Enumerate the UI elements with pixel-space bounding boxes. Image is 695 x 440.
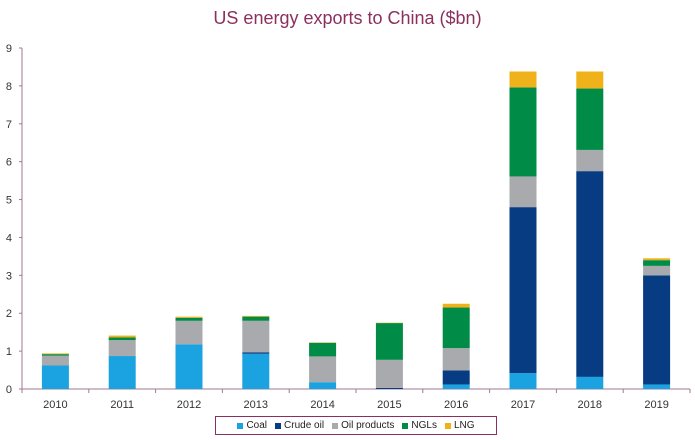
legend-label: Crude oil	[284, 420, 325, 431]
y-tick-label: 2	[6, 308, 12, 320]
bar-segment-oil-products	[41, 355, 69, 366]
bar-segment-oil-products	[442, 348, 470, 371]
legend-label: Oil products	[341, 420, 395, 431]
bar-segment-coal	[242, 353, 270, 389]
legend-item: Oil products	[332, 420, 394, 431]
x-tick-label: 2017	[511, 399, 535, 411]
y-tick-label: 4	[6, 232, 12, 244]
bar-segment-crude-oil	[375, 387, 403, 389]
legend-item: NGLs	[402, 420, 437, 431]
bar-segment-crude-oil	[509, 207, 537, 374]
x-tick-label: 2013	[244, 399, 268, 411]
legend-swatch	[237, 422, 244, 429]
bar-segment-ngls	[309, 342, 337, 357]
bar-segment-oil-products	[643, 265, 671, 276]
legend-label: Coal	[246, 420, 268, 431]
bar-segment-lng	[442, 303, 470, 308]
bar-segment-ngls	[108, 337, 136, 341]
bar-segment-oil-products	[242, 320, 270, 353]
legend-item: Crude oil	[275, 420, 324, 431]
y-tick-label: 6	[6, 157, 12, 169]
y-tick-label: 1	[6, 346, 12, 358]
x-tick-label: 2018	[578, 399, 602, 411]
bar-segment-crude-oil	[576, 171, 604, 377]
bar-segment-coal	[41, 365, 69, 389]
bar-segment-ngls	[442, 307, 470, 349]
bar-segment-lng	[242, 315, 270, 317]
y-tick-label: 9	[6, 43, 12, 55]
bar-segment-oil-products	[509, 176, 537, 208]
legend-item: Coal	[237, 420, 267, 431]
bar-segment-ngls	[242, 316, 270, 321]
bar-segment-oil-products	[108, 340, 136, 357]
bar-segment-oil-products	[175, 320, 203, 345]
bar-segment-ngls	[375, 323, 403, 360]
bar-segment-ngls	[576, 88, 604, 150]
bar-segment-lng	[643, 258, 671, 261]
bar-segment-oil-products	[576, 149, 604, 172]
x-tick-label: 2015	[377, 399, 401, 411]
legend-item: LNG	[444, 420, 475, 431]
bar-segment-lng	[41, 353, 69, 355]
bar-segment-lng	[509, 71, 537, 88]
x-tick-label: 2014	[310, 399, 334, 411]
bar-segment-oil-products	[309, 356, 337, 383]
bar-segment-ngls	[41, 354, 69, 356]
y-tick-label: 8	[6, 81, 12, 93]
bar-segment-coal	[309, 382, 337, 389]
bar-segment-crude-oil	[442, 370, 470, 385]
bar-segment-coal	[576, 376, 604, 389]
bar-segment-coal	[175, 344, 203, 389]
legend-label: LNG	[453, 420, 475, 431]
bar-segment-lng	[108, 335, 136, 338]
bar-segment-coal	[509, 373, 537, 389]
legend-swatch	[275, 422, 282, 429]
x-tick-label: 2011	[110, 399, 134, 411]
chart-title: US energy exports to China ($bn)	[213, 8, 482, 28]
y-tick-label: 7	[6, 119, 12, 131]
bar-segment-lng	[175, 316, 203, 318]
bar-segment-lng	[576, 71, 604, 89]
chart-legend: Coal Crude oil Oil products NGLs LNG	[215, 416, 497, 435]
bar-segment-coal	[108, 356, 136, 389]
y-tick-label: 5	[6, 195, 12, 207]
y-tick-label: 0	[6, 384, 12, 396]
bar-segment-coal	[442, 384, 470, 389]
x-tick-label: 2016	[444, 399, 468, 411]
x-tick-label: 2010	[43, 399, 67, 411]
y-tick-label: 3	[6, 270, 12, 282]
legend-swatch	[444, 422, 451, 429]
bar-segment-coal	[643, 384, 671, 389]
x-tick-label: 2019	[644, 399, 668, 411]
legend-swatch	[332, 422, 339, 429]
legend-label: NGLs	[411, 420, 437, 431]
bar-segment-oil-products	[375, 359, 403, 388]
bar-segment-ngls	[509, 87, 537, 177]
bar-segment-ngls	[643, 260, 671, 266]
bar-segment-ngls	[175, 317, 203, 321]
bar-segment-crude-oil	[242, 352, 270, 354]
bar-segment-crude-oil	[643, 275, 671, 385]
legend-swatch	[402, 422, 409, 429]
x-tick-label: 2012	[177, 399, 201, 411]
